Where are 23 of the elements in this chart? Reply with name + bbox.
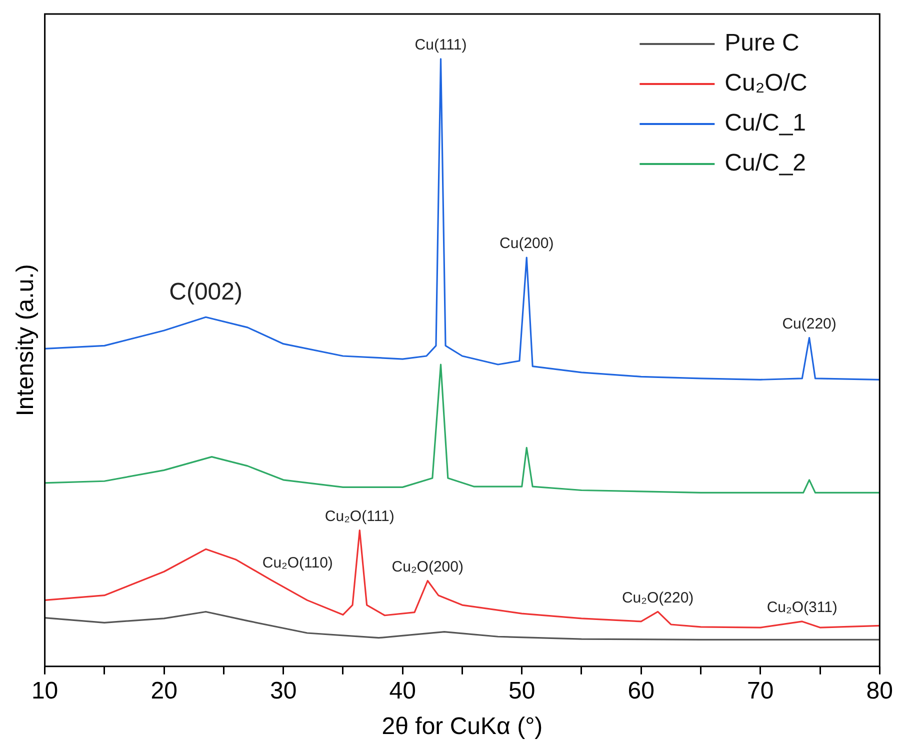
annotation: Cu(111) xyxy=(414,36,467,54)
x-tick-label: 70 xyxy=(747,677,774,704)
annotation: Cu(220) xyxy=(782,315,836,332)
annotation: Cu₂O(311) xyxy=(766,599,838,616)
annotation: C(002) xyxy=(169,278,242,306)
legend-label: Pure C xyxy=(724,30,800,57)
x-tick-label: 50 xyxy=(508,677,536,704)
x-tick-label: 40 xyxy=(389,677,416,704)
x-tick-label: 10 xyxy=(31,677,58,704)
x-tick-label: 20 xyxy=(150,677,178,704)
annotation: Cu(200) xyxy=(500,235,554,252)
annotation: Cu₂O(220) xyxy=(622,589,694,606)
x-axis-title: 2θ for CuKα (°) xyxy=(382,713,543,740)
annotation: Cu₂O(200) xyxy=(392,558,464,576)
y-axis-title: Intensity (a.u.) xyxy=(12,264,40,416)
legend-label: Cu/C_1 xyxy=(724,110,806,137)
x-tick-label: 30 xyxy=(270,677,297,704)
annotation: Cu₂O(110) xyxy=(262,554,333,572)
x-tick-label: 60 xyxy=(628,677,654,704)
legend-label: Cu₂O/C xyxy=(724,70,808,97)
annotation: Cu₂O(111) xyxy=(324,508,394,525)
x-tick-label: 80 xyxy=(866,677,894,704)
legend-label: Cu/C_2 xyxy=(724,150,806,177)
